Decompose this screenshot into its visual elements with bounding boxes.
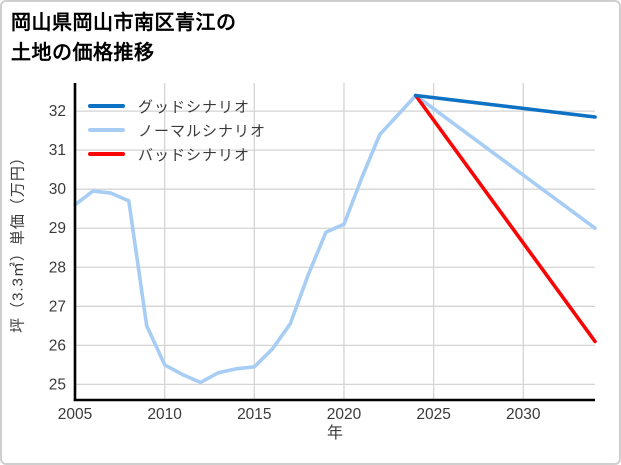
y-tick-label: 25: [49, 376, 66, 393]
legend-label-normal-scenario: ノーマルシナリオ: [138, 122, 267, 140]
y-axis-title: 坪（3.3㎡）単価（万円）: [9, 149, 27, 333]
y-tick-label: 26: [49, 337, 66, 354]
y-tick-label: 30: [49, 181, 67, 198]
chart-title-line2: 土地の価格推移: [11, 42, 155, 64]
legend-label-good-scenario: グッドシナリオ: [138, 98, 251, 116]
x-tick-label: 2020: [327, 406, 362, 423]
series-line-bad-scenario: [413, 93, 597, 344]
legend-item-good-scenario: グッドシナリオ: [88, 94, 266, 118]
series-line-good-scenario: [413, 93, 597, 119]
chart-title-line1: 岡山県岡山市南区青江の: [11, 12, 237, 34]
legend-item-normal-scenario: ノーマルシナリオ: [88, 118, 266, 142]
bad-scenario-line-swatch: [88, 152, 125, 156]
x-tick-label: 2030: [506, 406, 541, 423]
legend-item-bad-scenario: バッドシナリオ: [88, 142, 266, 166]
x-tick-label: 2025: [416, 406, 450, 423]
normal-scenario-line-swatch: [88, 128, 125, 132]
y-tick-label: 28: [49, 259, 66, 276]
x-axis-title: 年: [326, 425, 344, 442]
legend-label-bad-scenario: バッドシナリオ: [138, 146, 251, 164]
x-tick-label: 2005: [58, 406, 92, 423]
y-tick-label: 29: [49, 220, 66, 237]
good-scenario-line-swatch: [88, 104, 125, 108]
y-tick-label: 31: [49, 142, 66, 159]
x-tick-label: 2015: [237, 406, 271, 423]
x-tick-label: 2010: [147, 406, 182, 423]
y-tick-label: 27: [49, 298, 66, 315]
chart-title: 岡山県岡山市南区青江の 土地の価格推移: [11, 8, 237, 68]
series-line-normal-scenario: [73, 93, 597, 385]
y-tick-label: 32: [49, 103, 66, 120]
chart-legend: グッドシナリオ ノーマルシナリオ バッドシナリオ: [88, 94, 266, 166]
